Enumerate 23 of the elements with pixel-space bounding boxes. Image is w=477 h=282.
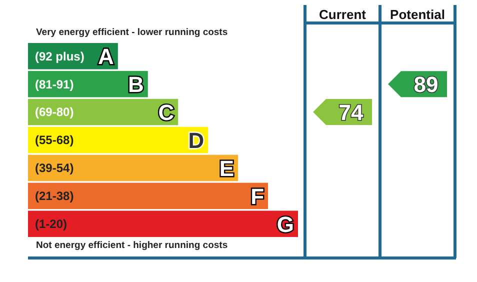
y-tick-label: (92 plus) <box>35 49 84 64</box>
annotation: D <box>188 128 204 153</box>
text: Potential <box>390 7 445 22</box>
annotation: A <box>98 44 114 70</box>
y-tick-label: (1-20) <box>35 217 68 232</box>
bar <box>28 210 298 237</box>
annotation: Not energy efficient - higher running costs <box>36 240 228 251</box>
text: 74 <box>338 100 364 125</box>
annotation: C <box>158 100 174 125</box>
text: Current <box>319 7 367 22</box>
chart-title: Very energy efficient - lower running costs <box>36 27 228 38</box>
bar <box>28 182 268 210</box>
y-tick-label: (39-54) <box>35 161 74 176</box>
y-tick-label: (55-68) <box>35 133 74 148</box>
y-tick-label: (69-80) <box>35 105 74 120</box>
bar <box>28 154 238 182</box>
annotation: B <box>128 72 144 98</box>
annotation: G <box>276 212 294 237</box>
y-tick-label: (21-38) <box>35 189 74 204</box>
text: 89 <box>414 72 438 98</box>
annotation: F <box>250 184 264 209</box>
y-tick-label: (81-91) <box>35 77 74 92</box>
annotation: E <box>219 156 234 181</box>
